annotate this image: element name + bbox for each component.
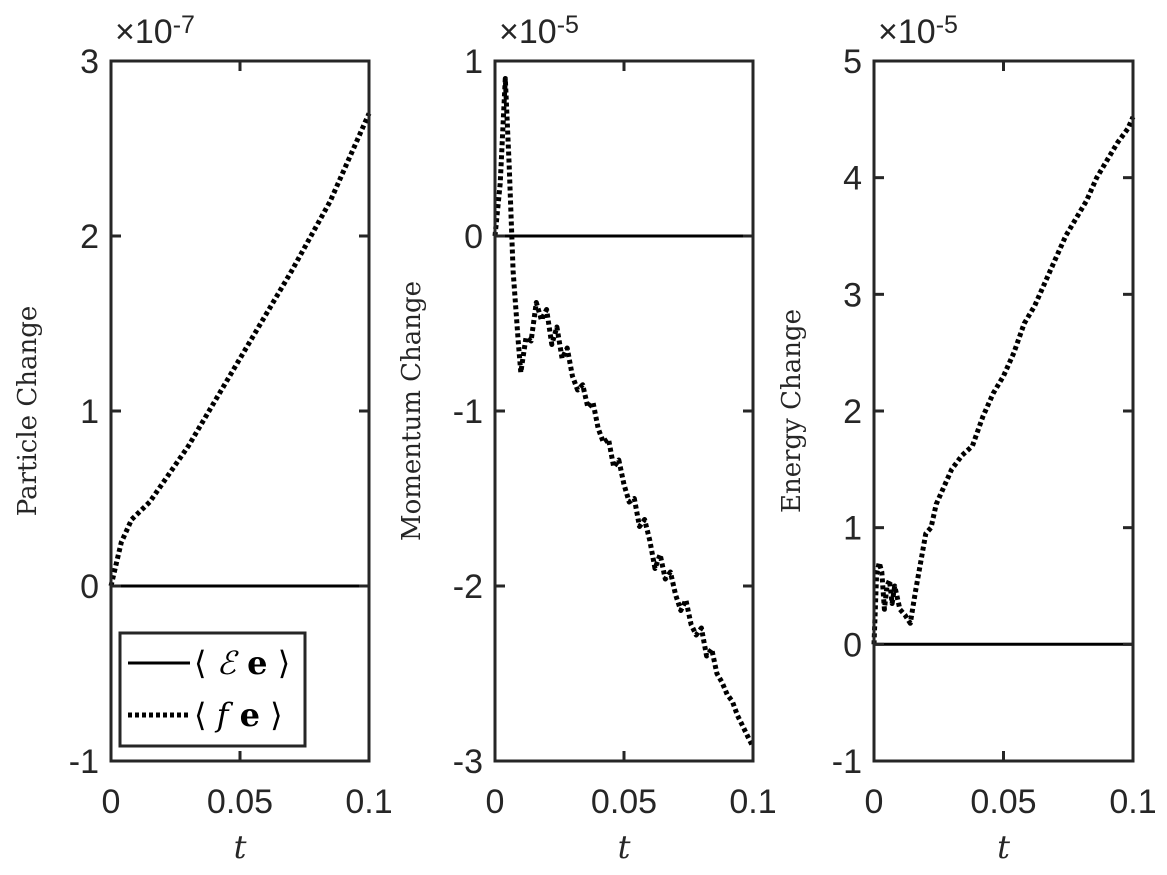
axis-exponent: ×10-5 [878,11,958,51]
axes-box [872,59,1135,763]
axes-2: -3 -2 -1 0 1 0 0.05 0.1 ×10-5 t Momentum Change [397,11,777,866]
y-axis-label: Momentum Change [397,281,427,541]
x-tick-label: 0.05 [970,783,1036,821]
x-tick-label: 0.1 [1109,783,1156,821]
y-tick-label: 4 [843,160,862,198]
y-tick-label: 5 [843,43,862,81]
x-tick-label: 0 [865,783,884,821]
y-tick-label: 0 [80,568,99,606]
series-line-f-e [108,112,372,587]
y-axis-label: Particle Change [13,306,43,516]
y-tick-label: 2 [80,218,99,256]
y-tick-label: 1 [80,393,99,431]
y-tick-label: 1 [464,43,483,81]
y-tick-label: -2 [453,568,483,606]
y-tick-label: 0 [464,218,483,256]
y-tick-label: 3 [843,276,862,314]
legend-box [118,631,307,748]
y-tick-label: 2 [843,393,862,431]
y-axis-label: Energy Change [777,309,807,513]
axes-box [493,59,755,763]
legend: ⟨ ℰ e ⟩ ⟨ f e ⟩ [118,631,307,748]
series-line-f-e [871,115,1136,645]
y-tick-label: -1 [832,743,862,781]
axis-exponent: ×10-7 [115,11,195,51]
x-tick-label: 0 [486,783,505,821]
y-tick-label: 3 [80,43,99,81]
x-axis-label: t [618,828,631,866]
x-axis-label: t [997,828,1010,866]
legend-label: ⟨ ℰ e ⟩ [194,644,290,682]
x-tick-label: 0.05 [207,783,273,821]
y-tick-label: -3 [453,743,483,781]
x-tick-label: 0.05 [591,783,657,821]
x-axis-label: t [234,828,247,866]
series-line-f-e [492,76,756,749]
x-tick-label: 0.1 [345,783,392,821]
y-tick-label: 0 [843,626,862,664]
y-tick-label: -1 [69,743,99,781]
y-tick-label: -1 [453,393,483,431]
y-tick-label: 1 [843,510,862,548]
axis-exponent: ×10-5 [499,11,579,51]
x-tick-label: 0 [102,783,121,821]
x-tick-label: 0.1 [729,783,776,821]
legend-label: ⟨ f e ⟩ [194,696,283,734]
